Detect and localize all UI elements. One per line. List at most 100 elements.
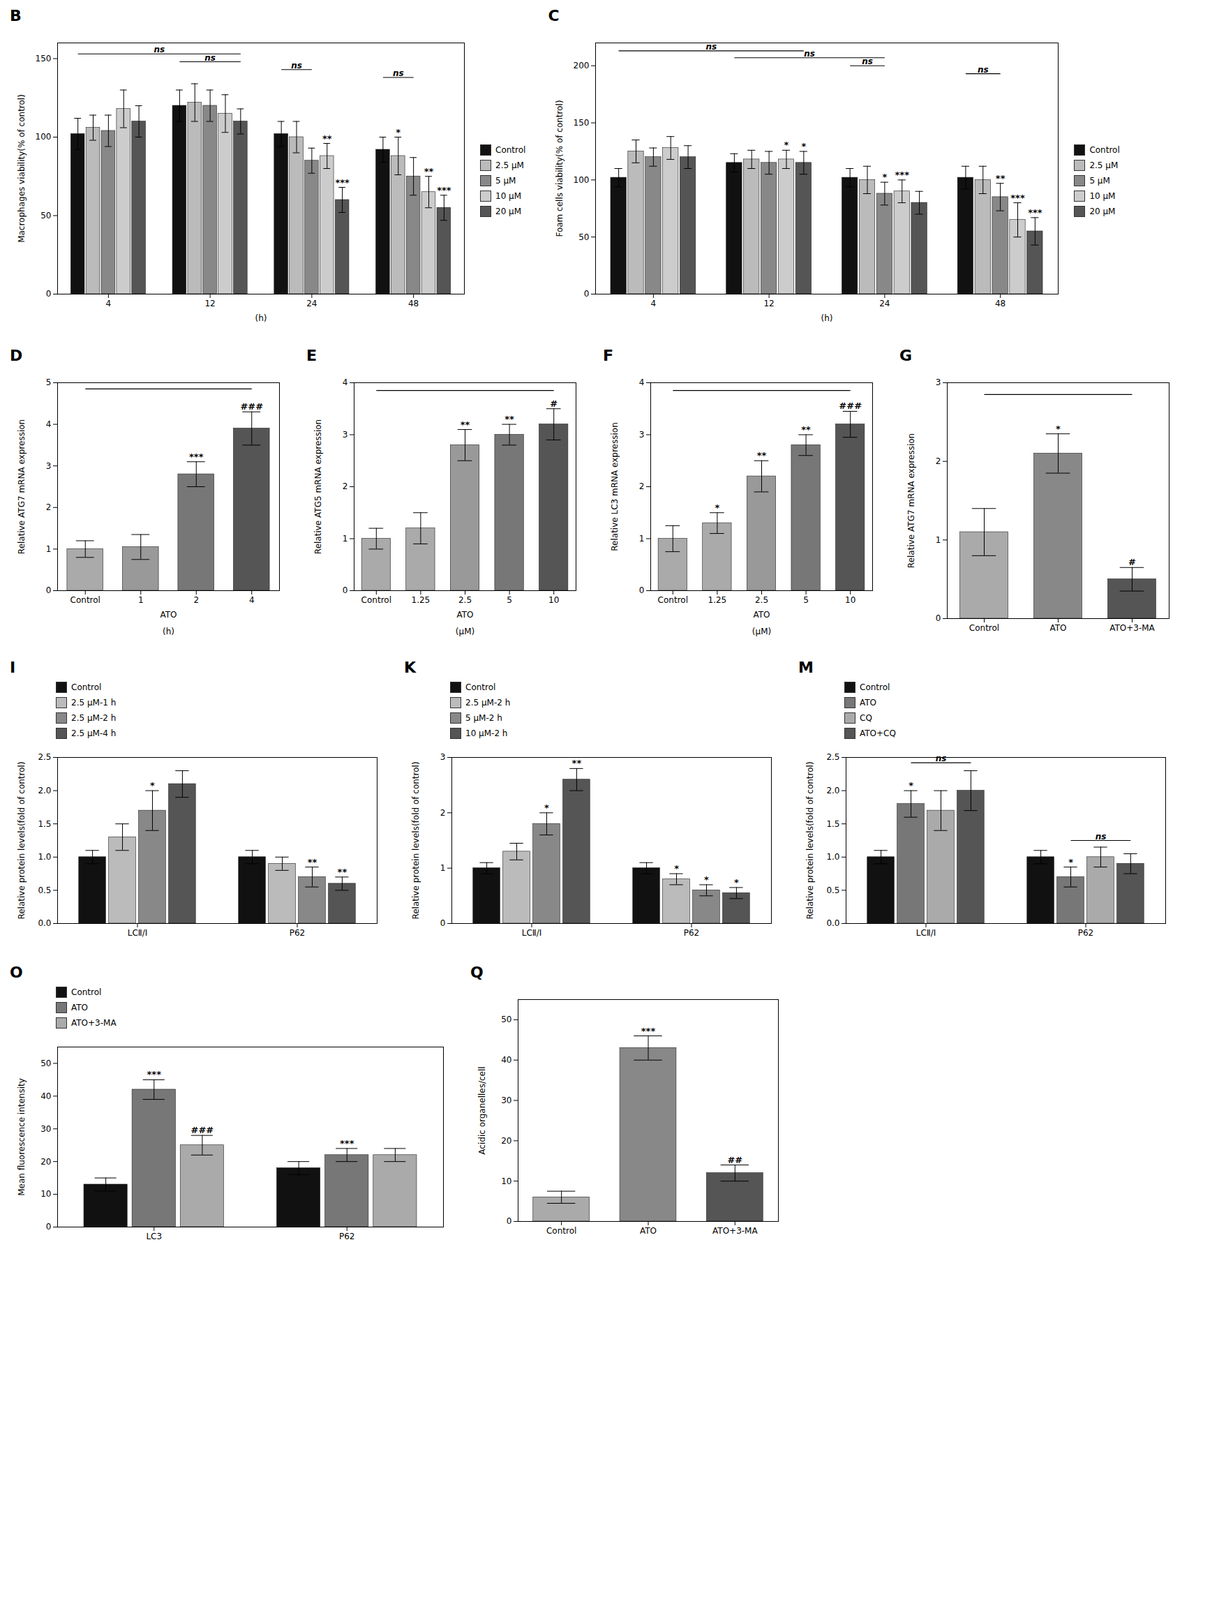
- svg-text:1.0: 1.0: [826, 851, 840, 862]
- svg-text:Acidic organelles/cell: Acidic organelles/cell: [477, 1066, 488, 1155]
- svg-text:Relative LC3 mRNA expression: Relative LC3 mRNA expression: [609, 422, 620, 551]
- svg-text:*: *: [784, 139, 790, 151]
- svg-text:50: 50: [40, 1058, 51, 1069]
- svg-text:(μM): (μM): [752, 626, 772, 637]
- svg-text:1: 1: [440, 863, 446, 873]
- svg-text:*: *: [674, 863, 679, 874]
- svg-text:*: *: [1068, 856, 1074, 868]
- svg-text:200: 200: [573, 60, 590, 71]
- svg-text:*: *: [544, 802, 550, 813]
- svg-text:ns: ns: [290, 60, 303, 71]
- svg-text:**: **: [757, 450, 767, 461]
- svg-text:(h): (h): [821, 313, 834, 324]
- svg-text:ATO: ATO: [159, 609, 177, 620]
- svg-text:***: ***: [147, 1068, 162, 1080]
- svg-text:**: **: [504, 413, 515, 425]
- svg-text:*: *: [734, 877, 739, 888]
- svg-text:*: *: [1055, 423, 1061, 435]
- svg-text:Control: Control: [658, 595, 689, 605]
- svg-text:*: *: [150, 780, 155, 791]
- svg-text:*: *: [908, 780, 914, 791]
- svg-text:(h): (h): [255, 313, 268, 324]
- svg-text:2: 2: [46, 502, 52, 513]
- svg-text:***: ***: [436, 184, 452, 196]
- svg-text:ns: ns: [204, 53, 216, 63]
- svg-text:40: 40: [40, 1091, 51, 1102]
- svg-text:30: 30: [40, 1124, 51, 1134]
- svg-text:###: ###: [240, 401, 264, 412]
- svg-text:4: 4: [106, 298, 112, 309]
- svg-text:Relative ATG7 mRNA expression: Relative ATG7 mRNA expression: [16, 419, 27, 555]
- svg-text:LCⅡ/Ⅰ: LCⅡ/Ⅰ: [521, 928, 543, 938]
- svg-text:Relative ATG7 mRNA expression: Relative ATG7 mRNA expression: [906, 433, 917, 568]
- svg-text:100: 100: [573, 175, 590, 185]
- svg-text:2: 2: [935, 456, 942, 467]
- svg-text:5: 5: [46, 377, 52, 388]
- svg-text:2.0: 2.0: [826, 785, 840, 796]
- svg-text:ATO: ATO: [752, 609, 770, 620]
- svg-text:***: ***: [189, 451, 204, 462]
- svg-text:0: 0: [46, 1221, 52, 1232]
- svg-text:150: 150: [573, 117, 590, 128]
- svg-text:40: 40: [501, 1055, 512, 1065]
- svg-text:20: 20: [501, 1135, 512, 1146]
- svg-text:***: ***: [895, 169, 910, 181]
- svg-text:**: **: [460, 419, 471, 430]
- svg-text:Control: Control: [546, 1226, 577, 1236]
- svg-text:1: 1: [138, 595, 144, 605]
- svg-text:(h): (h): [162, 626, 175, 637]
- svg-text:2: 2: [639, 481, 645, 492]
- svg-text:###: ###: [838, 400, 862, 411]
- svg-text:0: 0: [935, 613, 942, 624]
- svg-text:50: 50: [40, 210, 51, 221]
- svg-text:ns: ns: [935, 753, 947, 764]
- svg-text:ATO: ATO: [1049, 623, 1067, 633]
- svg-text:1: 1: [342, 533, 349, 544]
- svg-text:0: 0: [46, 585, 52, 596]
- svg-text:*: *: [704, 874, 709, 885]
- svg-text:2: 2: [440, 808, 446, 818]
- svg-text:3: 3: [935, 377, 942, 388]
- svg-text:0.0: 0.0: [826, 918, 840, 929]
- svg-text:150: 150: [35, 53, 52, 64]
- svg-text:20: 20: [40, 1156, 51, 1167]
- svg-text:1: 1: [46, 544, 52, 555]
- svg-text:#: #: [549, 398, 558, 409]
- svg-text:ATO+3-MA: ATO+3-MA: [712, 1226, 758, 1236]
- svg-text:0.5: 0.5: [37, 885, 51, 896]
- svg-text:P62: P62: [1078, 928, 1095, 938]
- svg-text:0: 0: [342, 585, 349, 596]
- svg-text:**: **: [307, 856, 318, 868]
- svg-text:2.5: 2.5: [458, 595, 472, 605]
- svg-text:***: ***: [339, 1138, 355, 1149]
- svg-text:1: 1: [935, 535, 942, 545]
- svg-text:100: 100: [35, 131, 52, 142]
- svg-text:(μM): (μM): [455, 626, 475, 637]
- svg-text:4: 4: [249, 595, 255, 605]
- svg-text:ns: ns: [153, 44, 165, 55]
- svg-text:Control: Control: [969, 623, 1000, 633]
- svg-text:1.25: 1.25: [411, 595, 431, 605]
- svg-text:1.0: 1.0: [37, 851, 51, 862]
- svg-text:***: ***: [1011, 192, 1026, 204]
- svg-text:***: ***: [641, 1025, 656, 1037]
- svg-text:0: 0: [584, 288, 590, 299]
- svg-text:2.0: 2.0: [37, 785, 51, 796]
- svg-text:12: 12: [764, 298, 775, 309]
- svg-text:5: 5: [506, 595, 513, 605]
- svg-text:Macrophages viability(% of con: Macrophages viability(% of control): [16, 94, 27, 243]
- svg-text:LCⅡ/Ⅰ: LCⅡ/Ⅰ: [127, 928, 148, 938]
- svg-text:2: 2: [193, 595, 199, 605]
- svg-text:3: 3: [440, 752, 446, 762]
- svg-text:10: 10: [548, 595, 559, 605]
- svg-text:*: *: [714, 502, 720, 513]
- svg-text:Relative ATG5 mRNA expression: Relative ATG5 mRNA expression: [313, 419, 324, 555]
- svg-text:**: **: [322, 133, 333, 144]
- svg-text:2.5: 2.5: [754, 595, 769, 605]
- svg-text:#: #: [1128, 556, 1136, 568]
- svg-text:ns: ns: [804, 48, 816, 59]
- svg-text:0: 0: [46, 288, 52, 299]
- svg-text:0.0: 0.0: [37, 918, 51, 929]
- svg-text:*: *: [882, 171, 888, 183]
- svg-text:##: ##: [727, 1154, 743, 1166]
